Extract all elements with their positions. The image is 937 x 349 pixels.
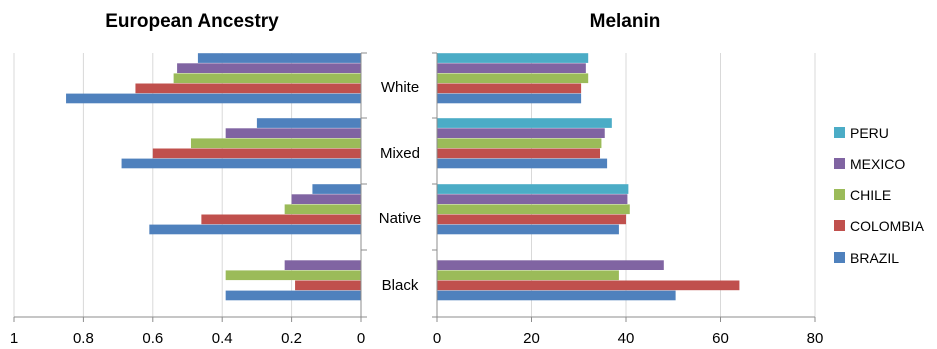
bar-right-mexico-mixed: [437, 128, 605, 138]
x-tick-left-5: 0: [357, 330, 365, 347]
legend: PERU MEXICO CHILE COLOMBIA BRAZIL: [834, 125, 925, 266]
legend-item-chile: CHILE: [834, 187, 891, 203]
bar-left-chile-mixed: [190, 138, 361, 149]
x-tick-right-0: 0: [433, 330, 441, 347]
bar-left-brazil-mixed: [121, 158, 361, 169]
legend-item-mexico: MEXICO: [834, 156, 905, 172]
bar-left-brazil-white: [197, 53, 361, 63]
legend-label-chile: CHILE: [850, 187, 891, 203]
x-tick-left-0: 1: [10, 330, 18, 347]
bar-right-chile-black: [437, 270, 619, 281]
bar-left-brazil-native: [149, 224, 361, 235]
bar-right-brazil-black: [437, 290, 676, 301]
legend-label-peru: PERU: [850, 125, 889, 141]
bar-left-chile-black: [225, 270, 361, 281]
bar-left-mexico-white: [177, 63, 361, 73]
x-tick-right-4: 80: [807, 330, 824, 347]
legend-item-brazil: BRAZIL: [834, 250, 899, 266]
legend-swatch-chile: [834, 189, 845, 200]
legend-item-peru: PERU: [834, 125, 889, 141]
legend-swatch-colombia: [834, 220, 845, 231]
bar-left-brazil-black: [225, 290, 361, 301]
bar-left-chile-native: [284, 204, 361, 215]
bar-right-colombia-mixed: [437, 148, 601, 159]
bar-right-chile-native: [437, 204, 630, 215]
bar-left-mexico-black: [284, 260, 361, 270]
bar-right-mexico-white: [437, 63, 586, 73]
x-tick-left-3: 0.4: [212, 330, 233, 347]
bar-right-peru-white: [437, 53, 589, 63]
bar-right-chile-white: [437, 73, 589, 84]
bar-right-colombia-black: [437, 280, 740, 291]
bar-right-brazil-native: [437, 224, 619, 235]
axes: [13, 52, 816, 322]
legend-swatch-mexico: [834, 158, 845, 169]
bar-right-colombia-native: [437, 214, 626, 225]
bar-left-brazil-white: [66, 93, 362, 104]
bar-right-brazil-mixed: [437, 158, 608, 169]
x-tick-right-2: 40: [618, 330, 635, 347]
bar-left-mexico-mixed: [225, 128, 361, 138]
bar-right-chile-mixed: [437, 138, 602, 149]
x-tick-left-2: 0.6: [142, 330, 163, 347]
bar-left-colombia-native: [201, 214, 361, 225]
chart-title-right: Melanin: [590, 11, 661, 32]
legend-swatch-peru: [834, 127, 845, 138]
category-label-black: Black: [382, 277, 419, 294]
labels: 1 0.8 0.6 0.4 0.2 0 0 20 40 60 80 European Ancestry…: [10, 11, 824, 347]
bar-left-brazil-native: [312, 184, 361, 194]
bars: [66, 53, 740, 301]
category-label-white: White: [381, 79, 419, 96]
legend-swatch-brazil: [834, 252, 845, 263]
x-tick-right-1: 20: [523, 330, 540, 347]
category-label-mixed: Mixed: [380, 145, 420, 162]
legend-label-brazil: BRAZIL: [850, 250, 899, 266]
x-tick-right-3: 60: [712, 330, 729, 347]
bar-right-brazil-white: [437, 93, 582, 104]
chart-title-left: European Ancestry: [105, 11, 279, 32]
legend-label-mexico: MEXICO: [850, 156, 905, 172]
bar-right-colombia-white: [437, 83, 582, 94]
category-label-native: Native: [379, 210, 422, 227]
x-tick-left-1: 0.8: [73, 330, 94, 347]
bar-left-colombia-mixed: [152, 148, 361, 159]
bar-right-mexico-native: [437, 194, 628, 204]
bar-left-mexico-native: [291, 194, 361, 204]
bar-right-mexico-black: [437, 260, 664, 270]
legend-label-colombia: COLOMBIA: [850, 218, 925, 234]
bar-left-chile-white: [173, 73, 361, 84]
bar-left-colombia-black: [295, 280, 361, 291]
bar-left-brazil-mixed: [256, 118, 361, 128]
legend-item-colombia: COLOMBIA: [834, 218, 925, 234]
bar-right-peru-native: [437, 184, 629, 194]
bar-left-colombia-white: [135, 83, 361, 94]
bar-right-peru-mixed: [437, 118, 612, 128]
x-tick-left-4: 0.2: [281, 330, 302, 347]
